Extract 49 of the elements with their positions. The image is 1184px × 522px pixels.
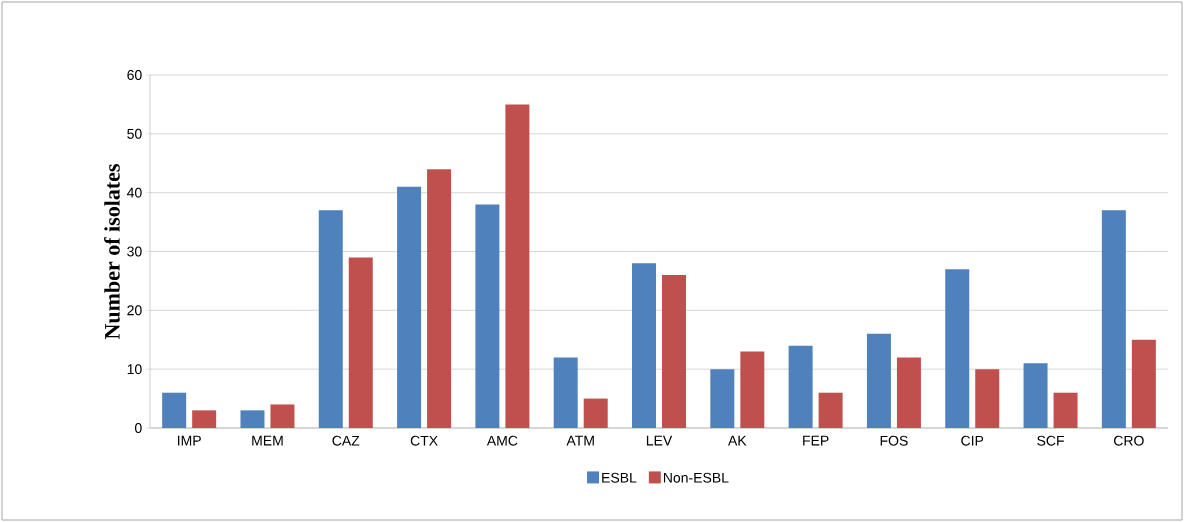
bar — [788, 345, 813, 428]
legend-label: Non-ESBL — [663, 472, 729, 483]
bar — [505, 104, 530, 428]
y-tick-label: 60 — [127, 70, 142, 80]
bar — [1053, 392, 1078, 428]
bar — [662, 275, 687, 428]
bar — [397, 186, 422, 428]
legend-label: ESBL — [602, 472, 637, 483]
x-tick-label: CIP — [961, 435, 984, 446]
bar — [240, 410, 265, 428]
bar — [818, 392, 843, 428]
bar — [740, 351, 765, 428]
bar — [1131, 339, 1156, 428]
bar — [192, 410, 217, 428]
x-tick-label: CTX — [410, 435, 438, 446]
x-tick-label: AMC — [486, 435, 518, 446]
y-tick-label: 0 — [134, 423, 142, 433]
x-tick-label: CAZ — [332, 435, 360, 446]
bar — [975, 369, 1000, 428]
x-tick-label: ATM — [566, 435, 594, 446]
x-tick-label: CRO — [1114, 435, 1144, 446]
y-tick-label: 30 — [127, 246, 142, 257]
bar — [583, 398, 608, 428]
x-tick-label: IMP — [178, 435, 201, 446]
x-tick-label: SCF — [1037, 435, 1064, 446]
bar — [427, 169, 452, 428]
bar — [270, 404, 295, 428]
x-tick-label: FEP — [803, 435, 829, 446]
x-tick-label: AK — [728, 435, 747, 446]
x-tick-label: FOS — [880, 435, 908, 446]
bar — [945, 269, 970, 428]
bar — [348, 257, 373, 428]
bar — [632, 263, 656, 428]
bar — [162, 392, 187, 428]
bar — [710, 369, 735, 428]
bar — [1101, 210, 1126, 428]
x-tick-label: MEM — [252, 435, 283, 446]
bar — [896, 357, 921, 428]
bar — [318, 210, 343, 428]
y-axis-title: Number of isolates — [104, 164, 120, 340]
bar — [553, 357, 578, 428]
y-tick-label: 10 — [127, 364, 142, 375]
y-tick-label: 40 — [126, 187, 142, 198]
bar — [475, 204, 500, 428]
y-tick-label: 50 — [127, 128, 142, 139]
bar — [866, 333, 891, 428]
bar — [1023, 363, 1048, 428]
y-tick-label: 20 — [127, 305, 142, 316]
x-tick-label: LEV — [646, 435, 673, 446]
